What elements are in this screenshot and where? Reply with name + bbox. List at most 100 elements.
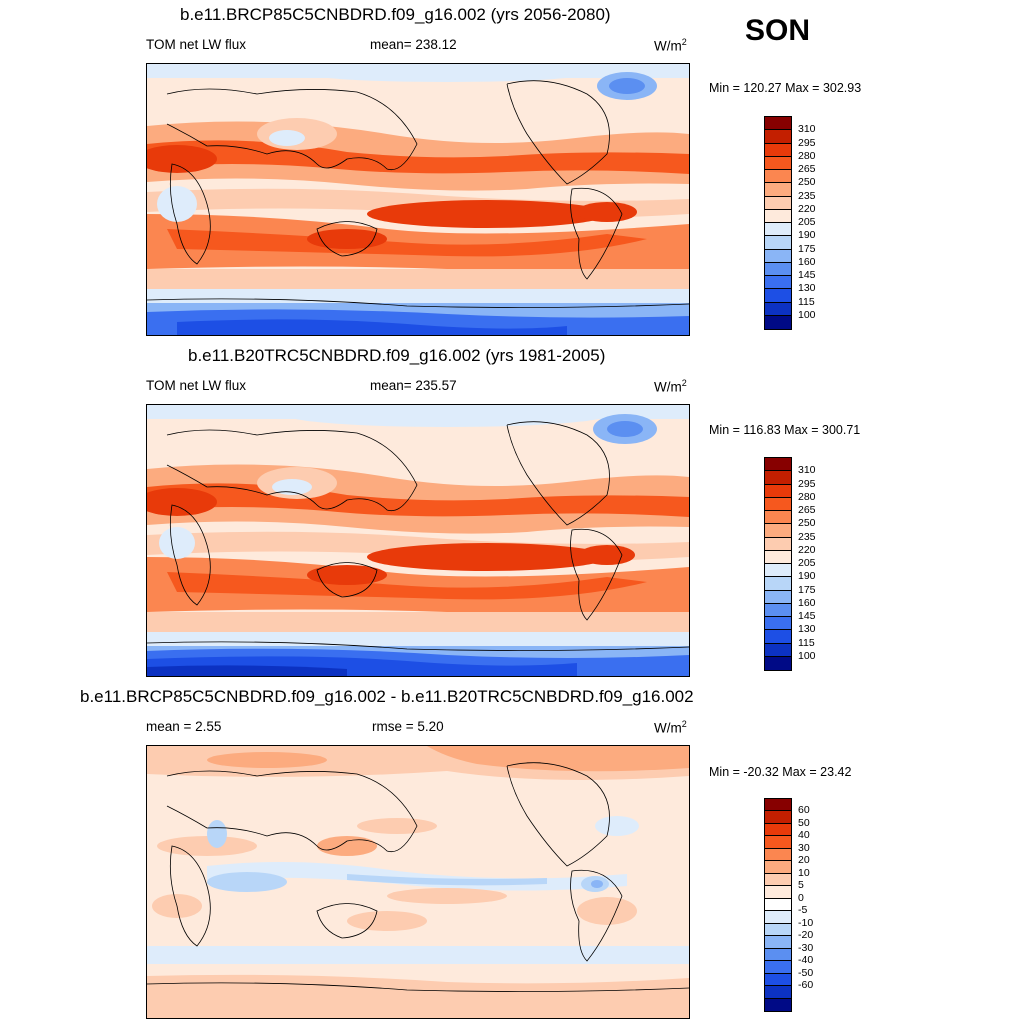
colorbar-swatch xyxy=(765,590,791,604)
panel-2-units: W/m2 xyxy=(654,378,687,395)
colorbar-tick-label: -60 xyxy=(798,979,814,992)
colorbar-tick-label: 100 xyxy=(798,649,816,662)
colorbar-tick-label: 0 xyxy=(798,891,804,904)
colorbar-swatch xyxy=(765,873,791,887)
panel-1-units: W/m2 xyxy=(654,37,687,54)
colorbar-tick-label: 280 xyxy=(798,490,816,503)
colorbar-tick-label: 145 xyxy=(798,610,816,622)
colorbar-swatch xyxy=(765,183,791,197)
colorbar-tick-label: 310 xyxy=(798,464,816,477)
colorbar-swatch xyxy=(765,262,791,276)
colorbar-tick-label: 130 xyxy=(798,282,816,295)
colorbar-swatch xyxy=(765,911,791,924)
panel-1-variable-label: TOM net LW flux xyxy=(146,37,247,52)
panel-2-variable-label: TOM net LW flux xyxy=(146,378,247,393)
panel-2-title: b.e11.B20TRC5CNBDRD.f09_g16.002 (yrs 198… xyxy=(188,346,606,365)
panel-3-minmax: Min = -20.32 Max = 23.42 xyxy=(709,765,852,779)
colorbar-swatch xyxy=(765,302,791,316)
panel-3-rmse-label: rmse = 5.20 xyxy=(372,719,444,734)
colorbar-tick-label: 160 xyxy=(798,596,816,609)
panel-3-map xyxy=(146,745,690,1019)
colorbar-swatch xyxy=(765,886,791,899)
colorbar-swatch xyxy=(765,484,791,498)
panel-1-map xyxy=(146,63,690,336)
panel-2-map xyxy=(146,404,690,677)
colorbar-swatch xyxy=(765,117,791,131)
colorbar-tick-label: 235 xyxy=(798,530,816,543)
colorbar-tick-label: 295 xyxy=(798,477,816,490)
colorbar-swatch xyxy=(765,511,791,525)
colorbar-tick-label: 265 xyxy=(798,504,816,516)
colorbar-tick-label: 205 xyxy=(798,557,816,569)
colorbar-tick-label: 280 xyxy=(798,149,816,162)
colorbar-swatch xyxy=(765,524,791,538)
panel-2-colorbar xyxy=(764,457,792,671)
panel-3-title: b.e11.BRCP85C5CNBDRD.f09_g16.002 - b.e11… xyxy=(80,687,694,706)
colorbar-swatch xyxy=(765,143,791,157)
colorbar-swatch xyxy=(765,315,791,329)
colorbar-swatch xyxy=(765,861,791,874)
colorbar-tick-label: 100 xyxy=(798,308,816,321)
colorbar-tick-label: 10 xyxy=(798,866,810,879)
colorbar-tick-label: 310 xyxy=(798,123,816,136)
colorbar-swatch xyxy=(765,603,791,617)
panel-3-units: W/m2 xyxy=(654,719,687,736)
colorbar-swatch xyxy=(765,471,791,485)
colorbar-tick-label: 295 xyxy=(798,136,816,149)
colorbar-tick-label: 250 xyxy=(798,176,816,189)
colorbar-swatch xyxy=(765,156,791,170)
colorbar-tick-label: 40 xyxy=(798,829,810,842)
colorbar-swatch xyxy=(765,537,791,551)
colorbar-tick-label: -50 xyxy=(798,966,814,979)
colorbar-tick-label: 30 xyxy=(798,841,810,854)
colorbar-swatch xyxy=(765,848,791,862)
colorbar-tick-label: -30 xyxy=(798,941,814,954)
colorbar-tick-label: -20 xyxy=(798,929,814,942)
colorbar-tick-label: 130 xyxy=(798,623,816,636)
colorbar-swatch xyxy=(765,998,791,1011)
colorbar-swatch xyxy=(765,961,791,974)
colorbar-swatch xyxy=(765,986,791,999)
colorbar-tick-label: 220 xyxy=(798,543,816,556)
colorbar-swatch xyxy=(765,898,791,912)
season-label: SON xyxy=(745,14,811,47)
panel-3-mean-label: mean = 2.55 xyxy=(146,719,222,734)
colorbar-tick-label: 50 xyxy=(798,816,810,829)
colorbar-tick-label: 5 xyxy=(798,879,804,892)
colorbar-swatch xyxy=(765,550,791,564)
colorbar-swatch xyxy=(765,811,791,824)
colorbar-swatch xyxy=(765,564,791,578)
colorbar-tick-label: 250 xyxy=(798,517,816,530)
colorbar-tick-label: -10 xyxy=(798,916,814,929)
colorbar-tick-label: 190 xyxy=(798,570,816,583)
colorbar-swatch xyxy=(765,223,791,237)
colorbar-swatch xyxy=(765,497,791,511)
colorbar-tick-label: 205 xyxy=(798,216,816,228)
colorbar-swatch xyxy=(765,249,791,263)
colorbar-swatch xyxy=(765,289,791,303)
colorbar-tick-label: 235 xyxy=(798,189,816,202)
colorbar-swatch xyxy=(765,617,791,631)
colorbar-swatch xyxy=(765,630,791,644)
panel-3-colorbar xyxy=(764,798,792,1012)
colorbar-tick-label: 20 xyxy=(798,854,810,867)
colorbar-swatch xyxy=(765,236,791,250)
colorbar-tick-label: 175 xyxy=(798,583,816,596)
colorbar-swatch xyxy=(765,130,791,144)
colorbar-tick-label: 265 xyxy=(798,163,816,175)
colorbar-swatch xyxy=(765,923,791,937)
colorbar-tick-label: 220 xyxy=(798,202,816,215)
panel-2-minmax: Min = 116.83 Max = 300.71 xyxy=(709,423,861,437)
colorbar-tick-label: 160 xyxy=(798,255,816,268)
colorbar-swatch xyxy=(765,656,791,670)
panel-1-mean-label: mean= 238.12 xyxy=(370,37,457,52)
colorbar-tick-label: 115 xyxy=(798,295,815,308)
colorbar-tick-label: 175 xyxy=(798,242,816,255)
colorbar-swatch xyxy=(765,836,791,849)
colorbar-swatch xyxy=(765,936,791,949)
colorbar-swatch xyxy=(765,577,791,591)
panel-1-title: b.e11.BRCP85C5CNBDRD.f09_g16.002 (yrs 20… xyxy=(180,5,611,24)
colorbar-swatch xyxy=(765,458,791,472)
colorbar-tick-label: 145 xyxy=(798,269,816,281)
colorbar-swatch xyxy=(765,973,791,987)
